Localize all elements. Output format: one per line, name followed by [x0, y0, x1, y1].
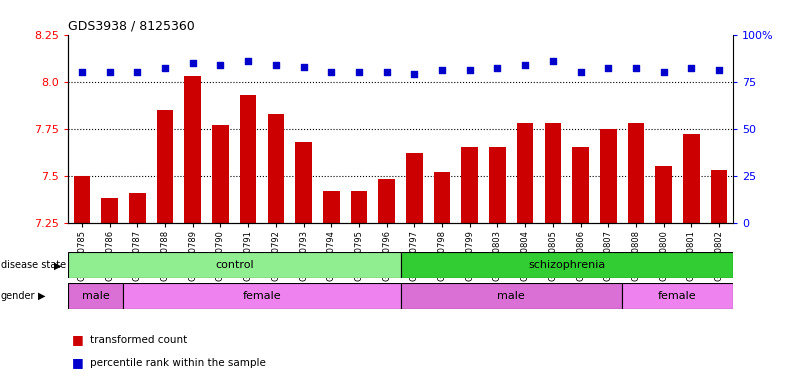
Point: [630, 65, 642, 71]
Point: [214, 61, 227, 68]
Point: [519, 61, 532, 68]
Bar: [572, 147, 589, 223]
Point: [436, 67, 449, 73]
Bar: [157, 110, 173, 223]
Text: ▶: ▶: [38, 291, 45, 301]
Point: [685, 65, 698, 71]
Bar: [68, 283, 123, 309]
Text: transformed count: transformed count: [90, 335, 187, 345]
Bar: [461, 147, 478, 223]
Point: [242, 58, 255, 64]
Point: [408, 71, 421, 77]
Bar: [434, 172, 450, 223]
Bar: [296, 142, 312, 223]
Point: [546, 58, 559, 64]
Bar: [184, 76, 201, 223]
Bar: [101, 198, 118, 223]
Bar: [655, 166, 672, 223]
Bar: [517, 123, 533, 223]
Point: [75, 69, 88, 75]
Point: [463, 67, 476, 73]
Bar: [351, 191, 367, 223]
Bar: [400, 283, 622, 309]
Text: female: female: [243, 291, 281, 301]
Text: percentile rank within the sample: percentile rank within the sample: [90, 358, 266, 368]
Text: disease state: disease state: [1, 260, 66, 270]
Point: [187, 60, 199, 66]
Bar: [600, 129, 617, 223]
Point: [131, 69, 143, 75]
Bar: [239, 95, 256, 223]
Point: [325, 69, 338, 75]
Point: [103, 69, 116, 75]
Bar: [74, 176, 91, 223]
Bar: [710, 170, 727, 223]
Bar: [628, 123, 644, 223]
Text: GDS3938 / 8125360: GDS3938 / 8125360: [68, 19, 195, 32]
Point: [380, 69, 393, 75]
Text: schizophrenia: schizophrenia: [528, 260, 606, 270]
Point: [602, 65, 614, 71]
Bar: [123, 283, 400, 309]
Bar: [489, 147, 505, 223]
Text: gender: gender: [1, 291, 35, 301]
Bar: [406, 153, 423, 223]
Bar: [622, 283, 733, 309]
Text: control: control: [215, 260, 254, 270]
Text: ■: ■: [72, 356, 84, 369]
Point: [352, 69, 365, 75]
Text: ▶: ▶: [54, 260, 62, 270]
Bar: [68, 252, 400, 278]
Bar: [323, 191, 340, 223]
Point: [297, 63, 310, 70]
Bar: [545, 123, 562, 223]
Point: [159, 65, 171, 71]
Point: [574, 69, 587, 75]
Point: [491, 65, 504, 71]
Bar: [683, 134, 700, 223]
Text: female: female: [658, 291, 697, 301]
Point: [713, 67, 726, 73]
Bar: [400, 252, 733, 278]
Bar: [378, 179, 395, 223]
Point: [269, 61, 282, 68]
Bar: [212, 125, 229, 223]
Bar: [268, 114, 284, 223]
Bar: [129, 193, 146, 223]
Text: male: male: [82, 291, 110, 301]
Text: ■: ■: [72, 333, 84, 346]
Point: [658, 69, 670, 75]
Text: male: male: [497, 291, 525, 301]
